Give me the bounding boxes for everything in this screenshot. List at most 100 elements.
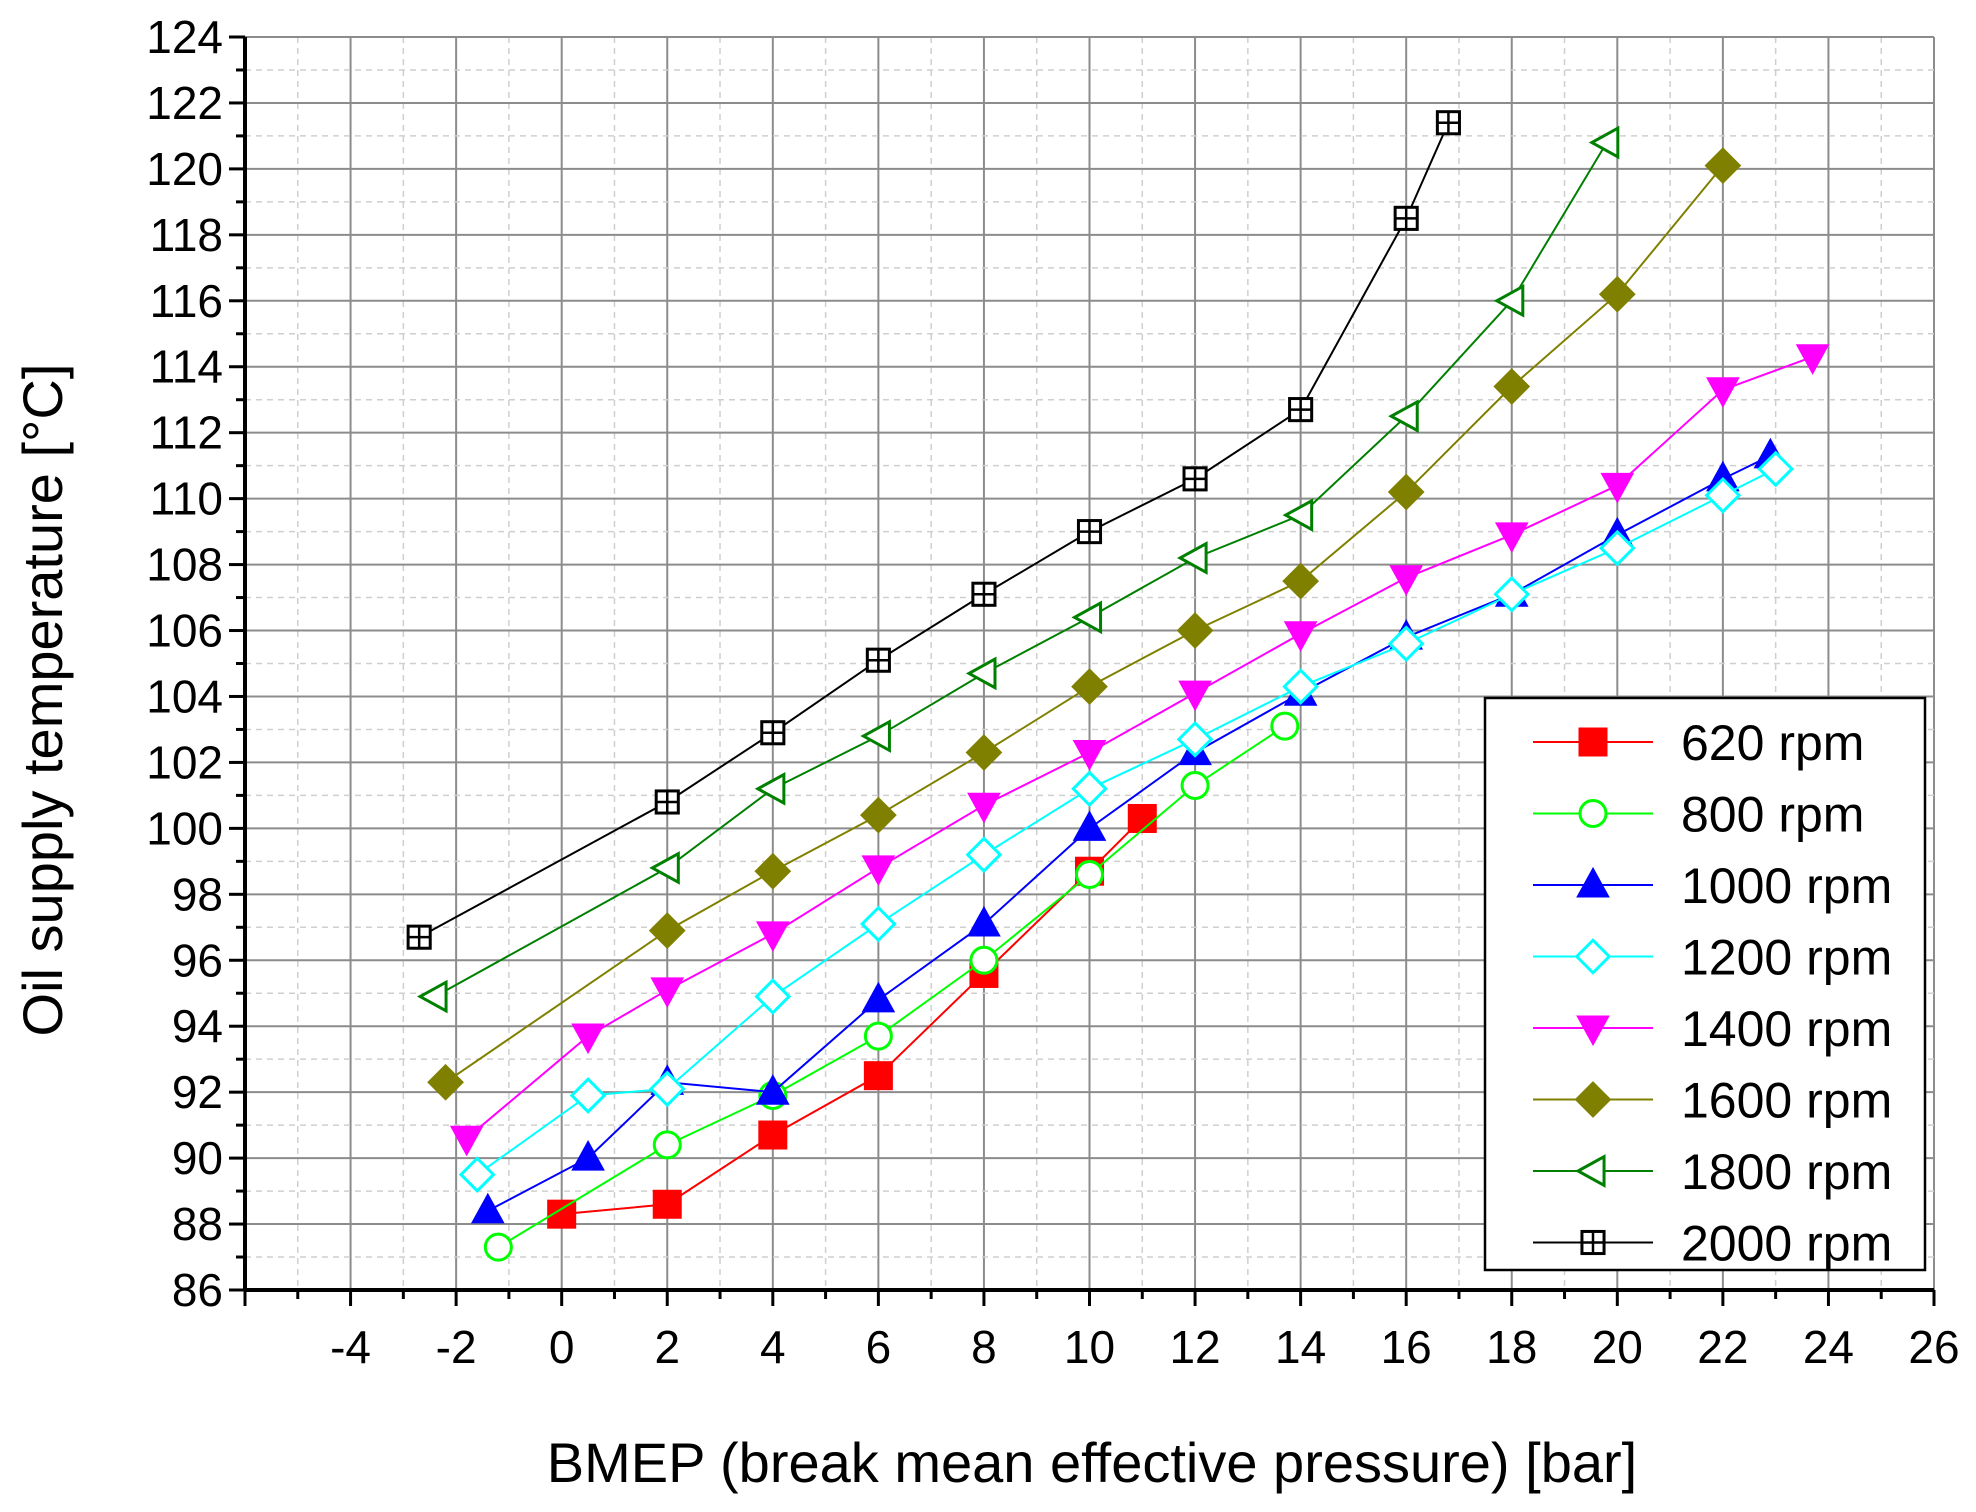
data-point [1493, 575, 1531, 613]
series-line [497, 725, 1286, 1248]
data-point [1071, 770, 1108, 808]
data-point [861, 855, 896, 886]
y-tick-label: 86 [172, 1264, 223, 1316]
series-1000-rpm [470, 437, 1788, 1224]
y-axis-title: Oil supply temperature [°C] [11, 364, 74, 1037]
data-point [1270, 711, 1300, 741]
data-point [969, 945, 999, 975]
data-point [1704, 147, 1742, 184]
y-tick-label: 88 [172, 1198, 223, 1250]
x-tick-label: 6 [866, 1321, 892, 1373]
data-point [1282, 498, 1314, 532]
data-point [1176, 720, 1214, 758]
data-point [967, 905, 1001, 937]
data-point [1578, 727, 1608, 757]
series-layer [406, 110, 1830, 1262]
y-tick-label: 116 [150, 275, 223, 327]
series-1400-rpm [449, 344, 1830, 1157]
series-1800-rpm [416, 125, 1620, 1014]
data-point [1393, 205, 1419, 231]
data-point [1795, 344, 1830, 375]
data-point [863, 1061, 893, 1091]
data-point [865, 647, 891, 673]
x-tick-label: 14 [1275, 1321, 1326, 1373]
series-line [445, 164, 1724, 1084]
data-point [1180, 771, 1210, 801]
x-tick-label: 4 [760, 1321, 786, 1373]
x-tick-label: -4 [330, 1321, 371, 1373]
data-point [1388, 399, 1419, 434]
data-point [755, 1074, 790, 1105]
data-point [1387, 625, 1425, 663]
data-point [1494, 522, 1529, 553]
data-point [1576, 1015, 1610, 1047]
data-point [1706, 377, 1740, 408]
data-point [458, 1156, 496, 1193]
data-point [965, 656, 997, 691]
data-point [863, 1021, 893, 1051]
y-tick-label: 112 [150, 407, 223, 459]
data-point [1282, 562, 1319, 600]
y-tick-label: 90 [172, 1132, 223, 1184]
axes [229, 35, 1936, 1306]
data-point [1127, 803, 1157, 833]
series-1600-rpm [427, 147, 1742, 1101]
legend-label: 800 rpm [1681, 787, 1864, 843]
y-tick-label: 106 [146, 605, 223, 657]
data-point [754, 852, 792, 890]
data-point [1757, 450, 1795, 488]
data-point [1072, 810, 1107, 841]
x-tick-label: 18 [1486, 1321, 1537, 1373]
x-tick-label: 8 [971, 1321, 997, 1373]
data-point [483, 1232, 513, 1262]
series-2000-rpm [406, 110, 1461, 950]
data-point [760, 720, 786, 746]
data-point [571, 1023, 605, 1055]
data-point [654, 789, 680, 815]
y-tick-label: 108 [146, 539, 223, 591]
data-point [1580, 1229, 1606, 1256]
legend-label: 1200 rpm [1681, 930, 1892, 986]
legend-item: 1800 rpm [1533, 1144, 1892, 1200]
series-line [487, 454, 1771, 1212]
y-tick-label: 92 [172, 1066, 223, 1118]
series-800-rpm [483, 711, 1300, 1262]
data-point [967, 792, 1001, 824]
legend-label: 1600 rpm [1681, 1073, 1892, 1129]
data-point [755, 921, 790, 952]
y-tick-label: 120 [146, 143, 223, 195]
series-line [434, 142, 1608, 998]
data-point [648, 1070, 686, 1108]
data-point [1598, 275, 1636, 313]
legend-item: 620 rpm [1533, 715, 1864, 771]
data-point [1282, 668, 1319, 705]
data-point [427, 1063, 464, 1101]
x-tick-label: 22 [1697, 1321, 1748, 1373]
series-1200-rpm [458, 450, 1795, 1193]
legend-item: 1000 rpm [1533, 858, 1892, 914]
series-620-rpm [547, 803, 1157, 1229]
y-tick-label: 122 [146, 77, 223, 129]
x-axis-title: BMEP (break mean effective pressure) [ba… [547, 1431, 1637, 1494]
data-point [861, 981, 896, 1013]
data-point [569, 1077, 607, 1114]
y-tick-label: 96 [172, 934, 223, 986]
data-point [416, 979, 448, 1014]
data-point [758, 1120, 788, 1150]
data-point [1588, 125, 1620, 160]
data-point [649, 851, 680, 885]
y-tick-label: 98 [172, 868, 223, 920]
data-point [971, 581, 997, 607]
y-tick-label: 124 [146, 11, 223, 63]
data-point [652, 1189, 682, 1219]
x-tick-label: -2 [436, 1321, 477, 1373]
data-point [547, 1199, 577, 1229]
data-point [1576, 866, 1610, 898]
data-point [571, 1140, 605, 1171]
y-tick-label: 94 [172, 1000, 223, 1052]
data-point [1182, 466, 1208, 492]
legend-label: 1800 rpm [1681, 1144, 1892, 1200]
data-point [754, 771, 786, 806]
series-line [418, 122, 1450, 939]
